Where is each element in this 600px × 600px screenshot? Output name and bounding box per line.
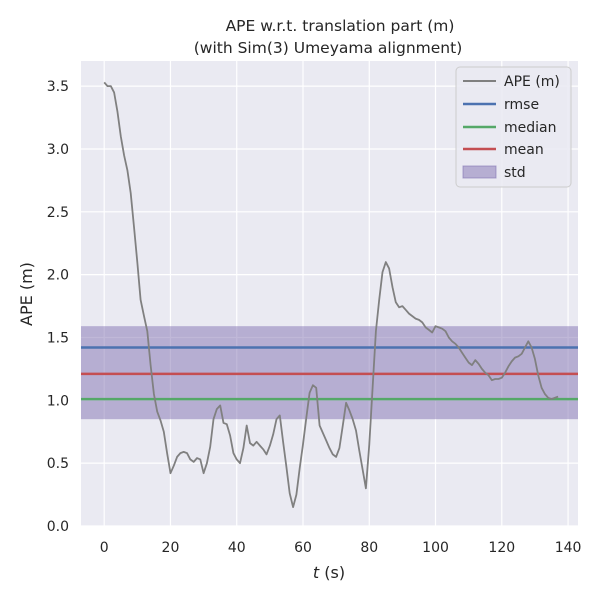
x-tick-label: 80 — [360, 540, 378, 556]
x-tick-label: 120 — [488, 540, 515, 556]
chart-title-line2: (with Sim(3) Umeyama alignment) — [194, 39, 463, 57]
x-tick-label: 40 — [228, 540, 246, 556]
y-tick-label: 1.0 — [47, 393, 69, 409]
legend-label-rmse: rmse — [504, 97, 539, 113]
x-tick-label: 0 — [100, 540, 109, 556]
y-tick-label: 2.0 — [47, 268, 69, 284]
y-tick-label: 0.5 — [47, 456, 69, 472]
legend-label-ape: APE (m) — [504, 74, 560, 90]
legend-label-mean: mean — [504, 142, 544, 158]
x-tick-label: 20 — [162, 540, 180, 556]
x-tick-label: 60 — [294, 540, 312, 556]
legend-label-median: median — [504, 120, 556, 136]
y-axis-label: APE (m) — [17, 262, 36, 326]
std-band — [81, 326, 578, 420]
legend: APE (m) rmse median mean std — [455, 66, 572, 188]
legend-label-std: std — [504, 165, 526, 181]
y-tick-label: 2.5 — [47, 205, 69, 221]
chart-title-line1: APE w.r.t. translation part (m) — [226, 17, 455, 35]
x-axis-label: t (s) — [313, 563, 345, 582]
legend-swatch-std — [462, 165, 497, 179]
y-tick-label: 3.5 — [47, 79, 69, 95]
y-tick-label: 3.0 — [47, 142, 69, 158]
x-axis-ticks: 0 20 40 60 80 100 120 140 — [100, 540, 582, 556]
y-axis-ticks: 0.0 0.5 1.0 1.5 2.0 2.5 3.0 3.5 — [47, 79, 69, 535]
legend-frame — [455, 66, 572, 188]
x-axis-label-var: t — [313, 563, 320, 582]
y-tick-label: 1.5 — [47, 330, 69, 346]
x-tick-label: 100 — [422, 540, 449, 556]
y-tick-label: 0.0 — [47, 519, 69, 535]
series-line-ape — [103, 81, 559, 509]
x-tick-label: 140 — [555, 540, 582, 556]
x-axis-label-unit: (s) — [319, 563, 345, 582]
